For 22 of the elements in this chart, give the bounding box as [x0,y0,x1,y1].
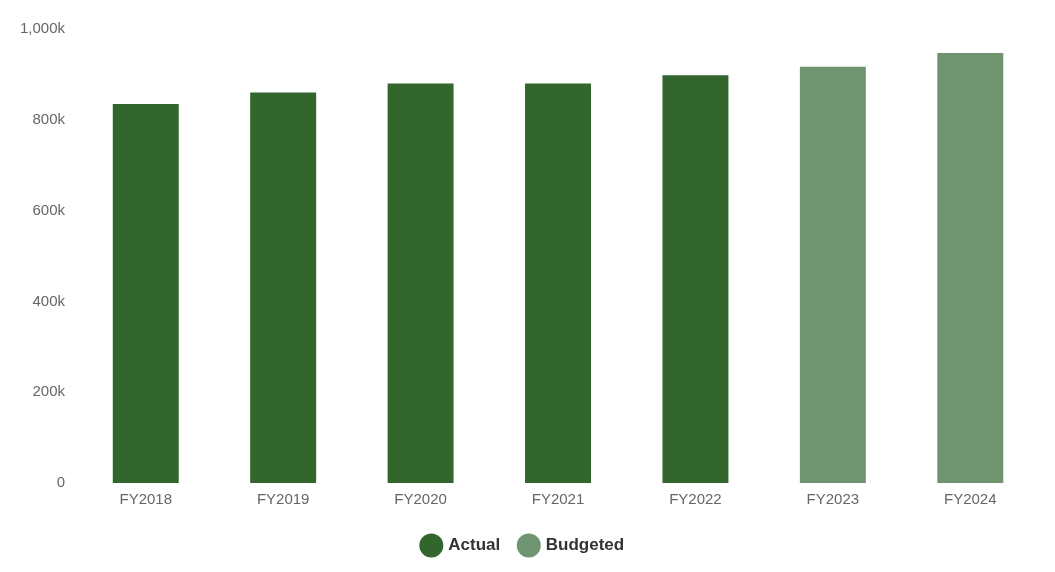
legend-label: Actual [448,535,501,555]
x-tick-label: FY2019 [256,490,310,508]
bar [250,92,317,483]
x-tick-label: FY2022 [669,490,722,508]
bar [387,83,454,483]
x-tick-label: FY2021 [531,490,585,508]
legend-label: Budgeted [545,535,625,555]
bar [799,66,866,483]
x-tick-label: FY2024 [944,490,997,508]
bar [662,75,729,483]
y-tick-label: 800k [32,109,66,127]
y-tick-label: 200k [32,382,66,400]
x-tick-label: FY2020 [394,490,447,508]
x-tick-label: FY2023 [806,490,860,508]
y-tick-label: 600k [32,200,66,218]
bar [937,53,1004,483]
bar [525,83,591,483]
y-tick-label: 0 [56,473,66,491]
y-tick-label: 400k [32,291,66,309]
bar [112,103,179,483]
y-tick-label: 1,000k [19,19,66,37]
x-tick-label: FY2018 [119,490,173,508]
